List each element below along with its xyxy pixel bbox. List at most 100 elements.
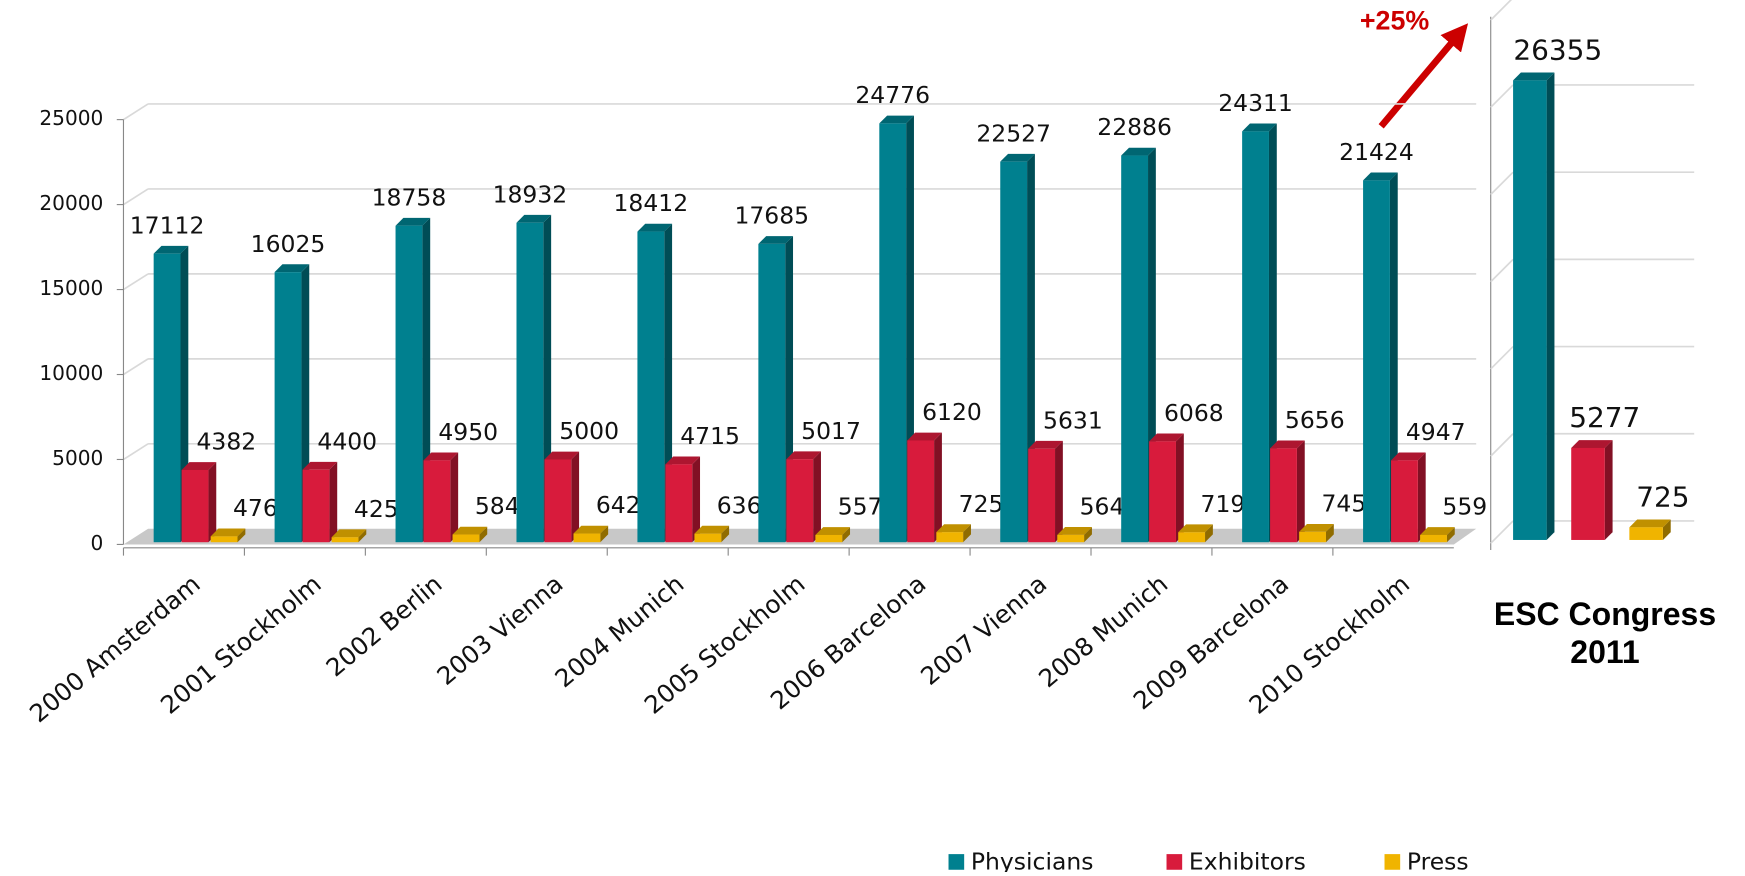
legend-swatch [1384,854,1401,870]
bar-top [573,525,609,534]
bar-side [1084,527,1092,543]
bar-top [665,456,701,465]
value-label: 4382 [196,428,256,456]
bar [1178,532,1206,543]
bar-side [1205,524,1213,543]
value-label: 21424 [1339,138,1414,166]
bar-side [1055,440,1063,543]
bar-side [1546,72,1555,540]
value-label: 26355 [1513,33,1602,66]
bar [758,243,786,543]
bar-side [1662,519,1671,540]
bar [936,532,964,543]
bar-top [1363,172,1398,181]
bar [1420,534,1447,543]
bar-side [479,526,488,543]
value-label: 564 [1080,493,1125,521]
value-label: 4400 [317,427,377,455]
value-label: 4715 [680,422,740,450]
value-label: 18932 [493,180,568,208]
bar [331,537,359,543]
value-label: 725 [959,490,1004,518]
value-label: 16025 [251,230,326,258]
bar-side [600,525,609,543]
bar-top [423,452,459,461]
bar [879,123,907,543]
bar-top [1571,440,1613,448]
value-label: 17112 [130,211,205,239]
bar-top [274,264,310,273]
bar-side [237,528,246,543]
bar [1028,448,1056,543]
bar-side [1446,527,1455,543]
bar [516,222,544,543]
grid-line [1490,345,1514,370]
bar [1270,448,1297,543]
bar [395,225,423,543]
value-label: 584 [475,492,520,520]
bar [637,231,665,543]
x-tick-label: 2003 Vienna [431,569,568,691]
legend-label: Press [1407,848,1469,872]
bar-top [936,524,971,533]
y-tick-label: 10000 [39,361,103,385]
bar-top [1420,527,1455,535]
bar [786,459,814,543]
bar [1513,80,1547,540]
bar-top [879,115,914,124]
bar-top [758,236,794,244]
y-tick-label: 25000 [39,106,103,130]
bar-side [450,452,459,543]
y-tick-label: 5000 [52,446,103,470]
bar-top [1270,440,1305,449]
bar [907,440,935,543]
value-label: 18758 [372,183,447,211]
grid-line [1490,433,1514,457]
bar-top [907,432,942,441]
bar [544,459,572,543]
legend-label: Physicians [971,848,1094,872]
bar-side [208,462,217,543]
bar [153,253,181,543]
value-label: 17685 [734,202,809,230]
bar-top [637,223,673,232]
bar-side [813,451,821,543]
bar [573,533,601,543]
bar-side [842,527,851,543]
bar-side [1604,440,1613,540]
bar-top [302,461,338,470]
bar [1149,441,1176,543]
value-label: 745 [1321,489,1366,517]
bar-top [331,529,367,538]
bar [1571,447,1605,540]
bar [181,469,209,543]
value-label: 425 [354,495,399,523]
value-label: 24311 [1218,89,1293,117]
bar-side [1417,452,1426,543]
bar [210,536,238,543]
legend-label: Exhibitors [1189,848,1306,872]
y-tick-label: 15000 [39,276,103,300]
bar-top [1057,527,1092,535]
value-label: 24776 [855,81,930,109]
bar-top [1391,452,1426,461]
value-label: 557 [838,493,883,521]
value-label: 22886 [1097,113,1172,141]
bar-top [786,451,821,460]
grid-line [123,188,149,206]
bar-top [1000,153,1035,162]
bar-side [1175,433,1184,543]
grid-line [123,443,149,461]
grid-line [1490,520,1514,544]
bar-top [516,214,552,223]
bar-side [934,432,942,543]
grid-line [123,273,149,291]
x-tick-label: 2002 Berlin [320,569,447,682]
bar [1057,534,1085,543]
bar-top [210,528,246,537]
value-label: 5000 [559,417,619,445]
annotation-arrow [1378,23,1469,129]
bar-side [358,529,367,543]
bar [302,469,330,543]
